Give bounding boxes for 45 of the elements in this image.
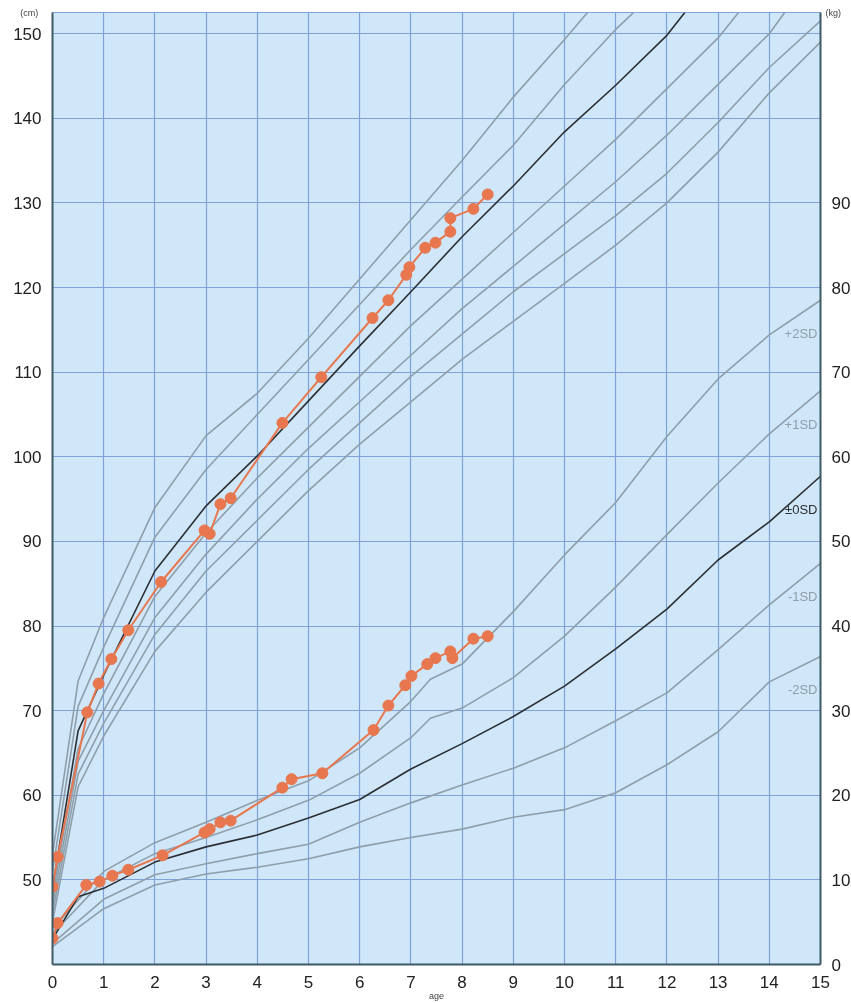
y2-tick-label: 40 [831,617,851,637]
y-tick-label: 80 [22,617,42,637]
x-tick-label: 14 [759,972,779,992]
y2-tick-label: 50 [831,532,851,552]
x-tick-label: 9 [508,972,519,992]
x-tick-label: 1 [98,972,109,992]
x-tick-label: 15 [811,972,830,992]
series-label: ±0SD [785,502,818,518]
y2-tick-label: 10 [831,870,851,890]
y-axis-title: (cm) [20,7,39,18]
series-label: +1SD [784,416,818,432]
x-tick-label: 0 [47,972,58,992]
x-tick-label: 2 [150,972,160,992]
y-tick-label: 130 [13,193,42,213]
y-tick-label: 110 [14,363,42,383]
x-tick-label: 12 [657,972,677,992]
x-tick-label: 8 [457,972,467,992]
y-tick-label: 70 [22,701,42,721]
y-tick-label: 100 [13,447,42,467]
y2-tick-label: 30 [831,701,851,721]
series-label: -2SD [787,682,818,698]
y2-tick-label: 70 [831,363,851,383]
x-tick-label: 6 [354,972,365,992]
y-tick-label: 140 [13,109,42,129]
y2-tick-label: 60 [831,447,851,467]
y-tick-label: 150 [13,24,42,44]
x-tick-label: 10 [555,972,574,992]
x-tick-label: 11 [606,972,625,992]
y-tick-label: 60 [22,786,42,806]
x-axis-title: age [428,990,445,1001]
y2-tick-label: 90 [831,193,851,213]
y2-tick-label: 80 [831,278,851,298]
y2-tick-label: 20 [831,786,851,806]
x-tick-label: 3 [201,972,211,992]
y2-axis-title: (kg) [825,7,841,18]
x-tick-label: 5 [303,972,314,992]
y-tick-label: 120 [13,278,42,298]
y2-tick-label: 0 [831,955,841,975]
x-tick-label: 4 [252,972,263,992]
y-tick-label: 50 [22,870,42,890]
series-label: +2SD [784,326,818,342]
x-tick-label: 13 [708,972,728,992]
y-tick-label: 90 [22,532,42,552]
x-tick-label: 7 [406,972,416,992]
series-label: -1SD [787,589,818,605]
